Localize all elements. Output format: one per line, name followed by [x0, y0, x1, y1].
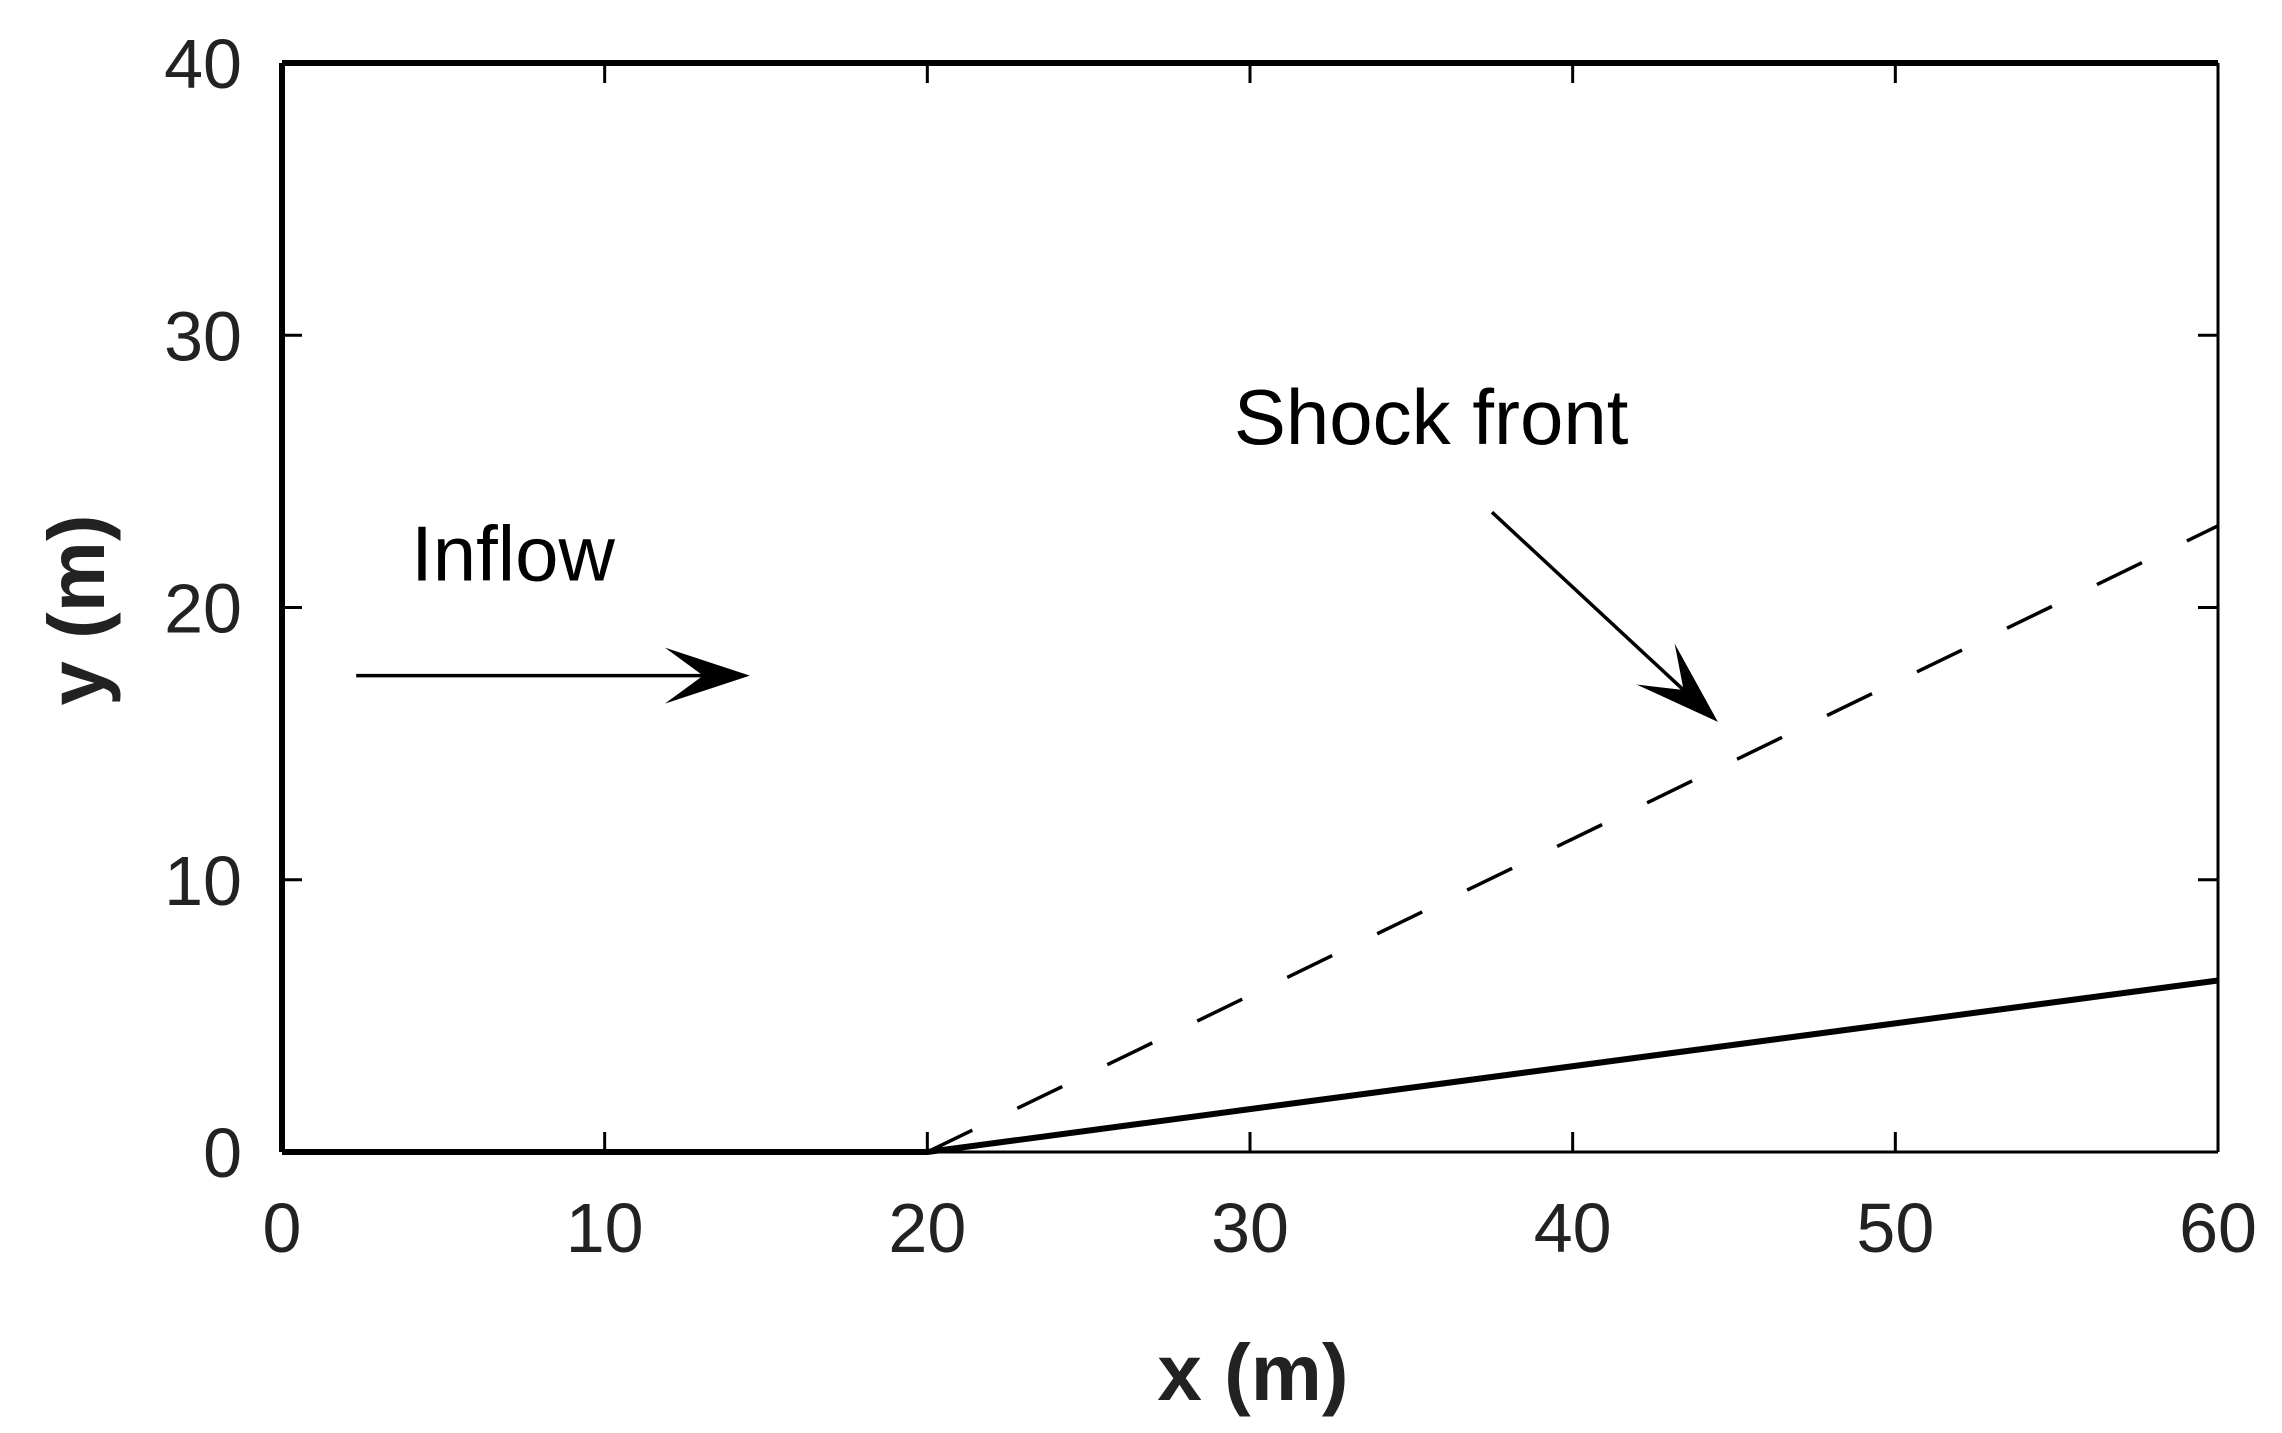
y-tick-label: 10 [164, 842, 242, 920]
y-tick-labels: 0 10 20 30 40 [164, 25, 242, 1192]
plot-layer [279, 60, 2220, 1155]
x-axis-label: x (m) [1157, 1328, 1348, 1417]
x-tick-label: 20 [888, 1189, 966, 1267]
y-tick-label: 30 [164, 297, 242, 375]
y-tick-label: 20 [164, 570, 242, 648]
y-tick-label: 40 [164, 25, 242, 103]
inflow-arrow-head [664, 647, 750, 704]
shock-front-line [926, 524, 2219, 1154]
shock-front-arrow-shaft [1490, 510, 1685, 692]
x-tick-label: 50 [1856, 1189, 1934, 1267]
shock-front-arrow-head [1636, 643, 1718, 722]
x-tick-label: 40 [1534, 1189, 1612, 1267]
shock-front-label: Shock front [1234, 373, 1629, 461]
annotations: Inflow Shock front [356, 373, 1718, 722]
x-tick-labels: 0 10 20 30 40 50 60 [263, 1189, 2257, 1267]
x-tick-label: 10 [566, 1189, 644, 1267]
y-axis-label: y (m) [32, 514, 121, 705]
wall-line [282, 977, 2219, 1155]
x-tick-label: 0 [263, 1189, 302, 1267]
x-tick-label: 30 [1211, 1189, 1289, 1267]
y-tick-label: 0 [203, 1114, 242, 1192]
x-tick-label: 60 [2179, 1189, 2257, 1267]
inflow-label: Inflow [411, 509, 615, 597]
